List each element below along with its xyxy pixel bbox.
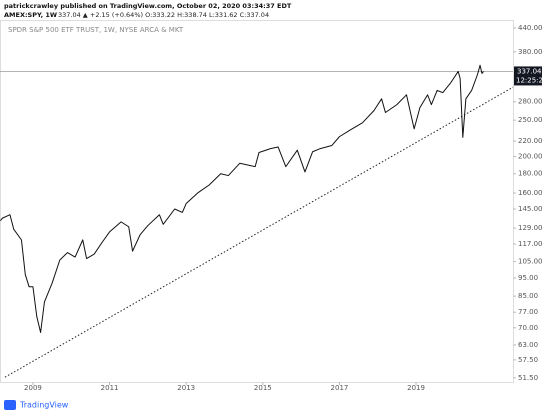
y-tick-label: 70.00 — [518, 324, 538, 332]
x-tick-label: 2013 — [177, 384, 195, 392]
y-tick-label: 105.00 — [518, 258, 543, 266]
logo — [4, 400, 16, 410]
y-tick-label: 160.00 — [518, 189, 543, 197]
y-tick-label: 180.00 — [518, 170, 543, 178]
y-tick-label: 57.50 — [518, 356, 538, 364]
y-tick-label: 145.00 — [518, 205, 543, 213]
y-tick-label: 380.00 — [518, 48, 543, 56]
y-tick-label: 85.00 — [518, 292, 538, 300]
y-tick-label: 200.00 — [518, 153, 543, 161]
trendline — [4, 86, 514, 378]
x-tick-label: 2019 — [407, 384, 425, 392]
y-tick-label: 280.00 — [518, 98, 543, 106]
price-line — [0, 64, 484, 333]
last-price-label: 337.04 — [517, 67, 542, 75]
x-tick-label: 2015 — [254, 384, 272, 392]
brand: TradingView — [19, 401, 69, 410]
symbol: AMEX:SPY, 1W — [4, 11, 57, 19]
plot-frame — [0, 20, 514, 383]
last-price-box — [514, 66, 542, 86]
y-tick-label: 63.00 — [518, 341, 538, 349]
y-tick-label: 250.00 — [518, 116, 543, 124]
x-tick-label: 2011 — [101, 384, 119, 392]
quote: 337.04 ▲ +2.15 (+0.64%) O:333.22 H:338.7… — [58, 11, 269, 19]
x-tick-label: 2017 — [331, 384, 349, 392]
publisher: patrickcrawley published on TradingView.… — [4, 2, 292, 10]
x-tick-label: 2009 — [24, 384, 42, 392]
y-tick-label: 77.00 — [518, 308, 538, 316]
y-tick-label: 220.00 — [518, 137, 543, 145]
legend-text: SPDR S&P 500 ETF TRUST, 1W, NYSE ARCA & … — [8, 26, 184, 34]
countdown-label: 12:25:22 — [516, 76, 547, 84]
y-tick-label: 129.00 — [518, 224, 543, 232]
y-tick-label: 95.00 — [518, 274, 538, 282]
y-tick-label: 51.50 — [518, 374, 538, 382]
y-tick-label: 117.00 — [518, 240, 543, 248]
y-tick-label: 440.00 — [518, 24, 543, 32]
